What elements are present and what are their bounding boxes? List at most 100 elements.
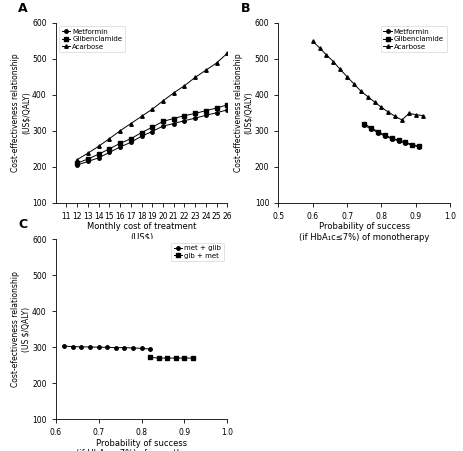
Metformin (85, 159, 90, 164)
Glibenclamide (381, 133, 387, 138)
Glibenclamide (170, 116, 176, 121)
met + glib (79, 344, 84, 350)
met + glib (121, 345, 127, 350)
Glibenclamide (85, 156, 90, 161)
Metformin (395, 138, 400, 143)
Acarbose (323, 52, 329, 58)
met + glib (70, 344, 75, 349)
Glibenclamide (181, 113, 187, 118)
Glibenclamide (388, 135, 394, 141)
Glibenclamide (361, 121, 366, 126)
Metformin (402, 140, 407, 146)
Metformin (388, 136, 394, 142)
Y-axis label: Cost-effectiveness relationship
(US$/QALY): Cost-effectiveness relationship (US$/QAL… (11, 53, 31, 172)
X-axis label: Monthly cost of treatment
(US$): Monthly cost of treatment (US$) (87, 222, 196, 242)
Glibenclamide (160, 119, 165, 124)
Acarbose (203, 68, 208, 73)
Metformin (106, 150, 112, 155)
met + glib (62, 344, 67, 349)
glb + met (181, 355, 187, 361)
Metformin (375, 130, 380, 135)
Glibenclamide (106, 146, 112, 152)
Metformin (74, 162, 80, 168)
Glibenclamide (96, 152, 101, 157)
Line: met + glib: met + glib (63, 345, 151, 351)
Text: C: C (18, 218, 27, 231)
Acarbose (106, 136, 112, 142)
X-axis label: Probability of success
(if HbA₁c≤7%) of monotherapy: Probability of success (if HbA₁c≤7%) of … (299, 222, 428, 242)
Acarbose (181, 83, 187, 88)
glb + met (147, 354, 153, 360)
Metformin (381, 133, 387, 139)
Line: Metformin: Metformin (75, 108, 229, 167)
met + glib (87, 344, 93, 350)
Metformin (415, 144, 421, 150)
Acarbose (128, 121, 133, 126)
Acarbose (344, 74, 349, 79)
Acarbose (330, 59, 335, 64)
Legend: Metformin, Glibenclamide, Acarbose: Metformin, Glibenclamide, Acarbose (59, 26, 125, 52)
Line: Acarbose: Acarbose (75, 51, 229, 161)
Glibenclamide (128, 136, 133, 142)
Metformin (160, 124, 165, 129)
Line: glb + met: glb + met (148, 356, 194, 360)
glb + met (156, 355, 161, 361)
Acarbose (192, 75, 198, 80)
Metformin (149, 129, 155, 134)
Metformin (96, 155, 101, 161)
Metformin (213, 110, 219, 115)
Legend: Metformin, Glibenclamide, Acarbose: Metformin, Glibenclamide, Acarbose (380, 26, 446, 52)
Glibenclamide (409, 142, 414, 147)
glb + met (164, 355, 170, 361)
glb + met (173, 355, 178, 361)
Acarbose (385, 109, 390, 115)
Metformin (138, 133, 144, 139)
Acarbose (309, 39, 315, 44)
Acarbose (364, 94, 369, 99)
Metformin (170, 121, 176, 126)
Acarbose (213, 60, 219, 66)
Legend: met + glib, glb + met: met + glib, glb + met (171, 243, 224, 262)
Acarbose (405, 111, 411, 116)
Acarbose (160, 98, 165, 104)
Acarbose (170, 90, 176, 96)
Glibenclamide (149, 124, 155, 130)
met + glib (147, 346, 153, 352)
Metformin (203, 113, 208, 118)
Metformin (361, 123, 366, 128)
Glibenclamide (203, 108, 208, 113)
Glibenclamide (375, 129, 380, 134)
Acarbose (316, 45, 322, 51)
Acarbose (392, 114, 397, 119)
X-axis label: Probability of success
(if HbA₁c≤7%) of monotherapy: Probability of success (if HbA₁c≤7%) of … (76, 439, 206, 451)
Glibenclamide (395, 138, 400, 143)
Text: B: B (240, 2, 250, 15)
Acarbose (85, 151, 90, 156)
Glibenclamide (117, 141, 123, 146)
met + glib (95, 345, 101, 350)
Glibenclamide (224, 102, 230, 107)
Glibenclamide (368, 125, 373, 131)
Acarbose (371, 99, 376, 105)
Metformin (409, 143, 414, 148)
Acarbose (74, 157, 80, 162)
Glibenclamide (138, 130, 144, 135)
Line: Glibenclamide: Glibenclamide (362, 122, 420, 148)
Line: Acarbose: Acarbose (310, 40, 424, 122)
Glibenclamide (74, 161, 80, 166)
Metformin (192, 115, 198, 121)
Glibenclamide (402, 140, 407, 145)
Acarbose (149, 106, 155, 112)
glb + met (190, 355, 195, 361)
met + glib (138, 345, 144, 351)
Line: Metformin: Metformin (362, 124, 420, 149)
Acarbose (357, 88, 363, 94)
Metformin (128, 140, 133, 145)
Acarbose (96, 143, 101, 149)
Metformin (224, 107, 230, 113)
Acarbose (224, 51, 230, 56)
Acarbose (412, 112, 418, 117)
Y-axis label: Cost-efectiveness relationship
(US $/QALY): Cost-efectiveness relationship (US $/QAL… (11, 272, 31, 387)
Acarbose (337, 67, 342, 72)
Metformin (181, 118, 187, 124)
